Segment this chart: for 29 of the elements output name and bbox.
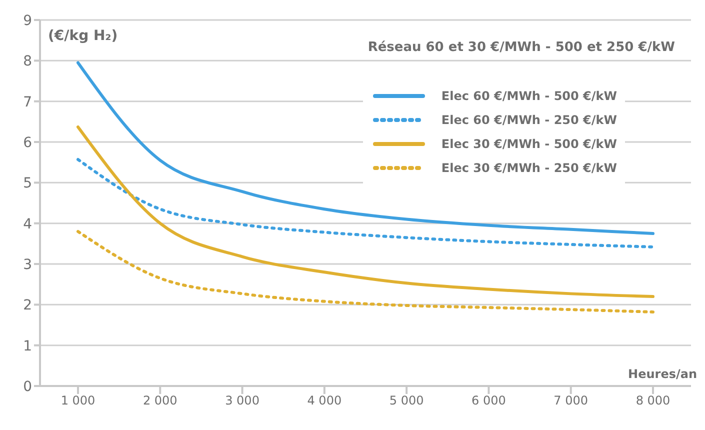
x-tick-label: 7 000	[554, 394, 588, 408]
y-tick-label: 0	[23, 378, 32, 395]
y-tick-label: 7	[23, 94, 32, 110]
x-axis-title: Heures/an	[628, 367, 697, 381]
legend-label: Elec 30 €/MWh - 250 €/kW	[441, 161, 617, 175]
x-tick-label: 2 000	[142, 394, 178, 408]
line-series	[76, 230, 654, 314]
line-series	[76, 61, 654, 235]
y-tick-label: 4	[23, 216, 32, 232]
y-tick-label: 3	[23, 256, 32, 273]
legend-label: Elec 60 €/MWh - 250 €/kW	[441, 113, 617, 127]
x-tick-label: 1 000	[60, 394, 96, 408]
x-tick-label: 3 000	[225, 394, 260, 408]
text: Réseau 60 et 30 €/MWh - 500 et 250 €/kW	[368, 40, 675, 55]
y-tick-label: 1	[23, 338, 32, 354]
y-tick-label: 6	[23, 134, 32, 151]
y-tick-label: 2	[23, 298, 32, 314]
line-series	[76, 125, 654, 298]
legend-label: Elec 60 €/MWh - 500 €/kW	[441, 89, 617, 103]
x-tick-label: 6 000	[472, 394, 506, 408]
x-tick-label: 4 000	[307, 394, 342, 408]
line-series	[76, 158, 654, 248]
y-axis-title: (€/kg H₂)	[48, 28, 118, 44]
x-tick-label: 8 000	[636, 394, 670, 408]
y-tick-label: 9	[23, 12, 32, 29]
y-tick-label: 8	[23, 54, 32, 70]
x-tick-label: 5 000	[389, 394, 424, 408]
legend-label: Elec 30 €/MWh - 500 €/kW	[441, 137, 617, 151]
y-tick-label: 5	[23, 176, 32, 192]
